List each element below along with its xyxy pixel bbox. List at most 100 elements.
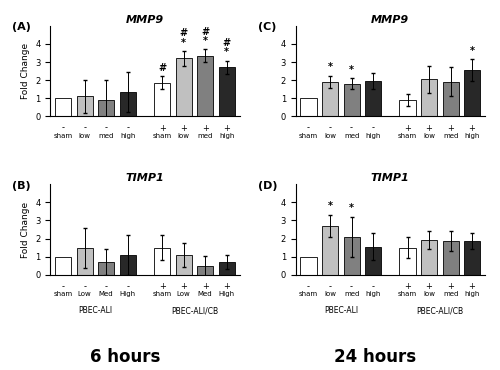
Text: *: * xyxy=(328,62,332,72)
Bar xyxy=(464,241,480,275)
Text: -: - xyxy=(307,124,310,132)
Text: (B): (B) xyxy=(12,181,31,191)
Text: -: - xyxy=(83,124,86,132)
Text: PBEC-ALI: PBEC-ALI xyxy=(324,306,358,316)
Text: low: low xyxy=(178,133,190,139)
Bar xyxy=(55,257,71,275)
Text: *: * xyxy=(224,47,229,57)
Text: low: low xyxy=(78,133,90,139)
Bar xyxy=(176,58,192,116)
Text: +: + xyxy=(426,282,432,291)
Text: PBEC-ALI/CB: PBEC-ALI/CB xyxy=(416,306,464,316)
Bar xyxy=(344,84,359,116)
Text: high: high xyxy=(366,133,381,139)
Text: #: # xyxy=(222,38,230,48)
Text: +: + xyxy=(158,282,166,291)
Text: -: - xyxy=(328,124,332,132)
Text: (A): (A) xyxy=(12,22,31,32)
Text: sham: sham xyxy=(398,291,417,297)
Text: *: * xyxy=(349,65,354,75)
Text: Low: Low xyxy=(177,291,190,297)
Text: *: * xyxy=(349,203,354,213)
Text: high: high xyxy=(366,291,381,297)
Text: sham: sham xyxy=(152,291,172,297)
Text: med: med xyxy=(443,291,458,297)
Text: +: + xyxy=(426,124,432,132)
Text: *: * xyxy=(470,46,474,56)
Bar xyxy=(421,79,437,116)
Text: +: + xyxy=(223,282,230,291)
Text: sham: sham xyxy=(398,133,417,139)
Text: -: - xyxy=(104,282,108,291)
Text: -: - xyxy=(126,282,129,291)
Text: sham: sham xyxy=(299,291,318,297)
Text: +: + xyxy=(223,124,230,132)
Text: -: - xyxy=(307,282,310,291)
Text: #: # xyxy=(158,63,166,73)
Text: Med: Med xyxy=(99,291,114,297)
Text: high: high xyxy=(464,133,480,139)
Y-axis label: Fold Change: Fold Change xyxy=(20,201,30,258)
Text: high: high xyxy=(120,133,136,139)
Text: -: - xyxy=(104,124,108,132)
Bar xyxy=(218,262,234,275)
Text: -: - xyxy=(328,282,332,291)
Bar xyxy=(300,257,316,275)
Bar xyxy=(300,98,316,116)
Text: +: + xyxy=(447,282,454,291)
Text: -: - xyxy=(83,282,86,291)
Bar xyxy=(98,100,114,116)
Text: *: * xyxy=(328,201,332,211)
Text: med: med xyxy=(198,133,213,139)
Text: +: + xyxy=(202,282,208,291)
Text: med: med xyxy=(98,133,114,139)
Bar xyxy=(218,67,234,116)
Text: High: High xyxy=(218,291,234,297)
Text: *: * xyxy=(181,37,186,47)
Text: med: med xyxy=(344,133,360,139)
Text: #: # xyxy=(180,28,188,38)
Text: -: - xyxy=(126,124,129,132)
Bar xyxy=(76,97,92,116)
Bar xyxy=(197,56,213,116)
Text: sham: sham xyxy=(54,133,72,139)
Bar xyxy=(365,247,381,275)
Bar xyxy=(344,237,359,275)
Text: PBEC-ALI: PBEC-ALI xyxy=(78,306,112,316)
Bar xyxy=(55,98,71,116)
Text: low: low xyxy=(324,133,336,139)
Bar xyxy=(98,262,114,275)
Text: 6 hours: 6 hours xyxy=(90,348,160,366)
Text: High: High xyxy=(120,291,136,297)
Text: low: low xyxy=(324,291,336,297)
Bar xyxy=(464,70,480,116)
Text: sham: sham xyxy=(152,133,172,139)
Bar xyxy=(76,248,92,275)
Text: Med: Med xyxy=(198,291,212,297)
Bar xyxy=(197,266,213,275)
Text: med: med xyxy=(344,291,360,297)
Text: 24 hours: 24 hours xyxy=(334,348,416,366)
Text: low: low xyxy=(423,133,435,139)
Text: high: high xyxy=(219,133,234,139)
Text: +: + xyxy=(468,124,475,132)
Bar xyxy=(421,240,437,275)
Bar xyxy=(120,255,136,275)
Text: -: - xyxy=(350,282,353,291)
Text: *: * xyxy=(202,36,207,46)
Bar xyxy=(322,82,338,116)
Text: sham: sham xyxy=(299,133,318,139)
Text: +: + xyxy=(180,124,187,132)
Text: +: + xyxy=(202,124,208,132)
Text: +: + xyxy=(180,282,187,291)
Text: (C): (C) xyxy=(258,22,276,32)
Text: low: low xyxy=(423,291,435,297)
Text: -: - xyxy=(372,124,374,132)
Title: MMP9: MMP9 xyxy=(372,15,410,25)
Text: high: high xyxy=(464,291,480,297)
Text: +: + xyxy=(158,124,166,132)
Bar xyxy=(154,83,170,116)
Bar xyxy=(322,226,338,275)
Text: +: + xyxy=(404,282,411,291)
Bar xyxy=(400,100,415,116)
